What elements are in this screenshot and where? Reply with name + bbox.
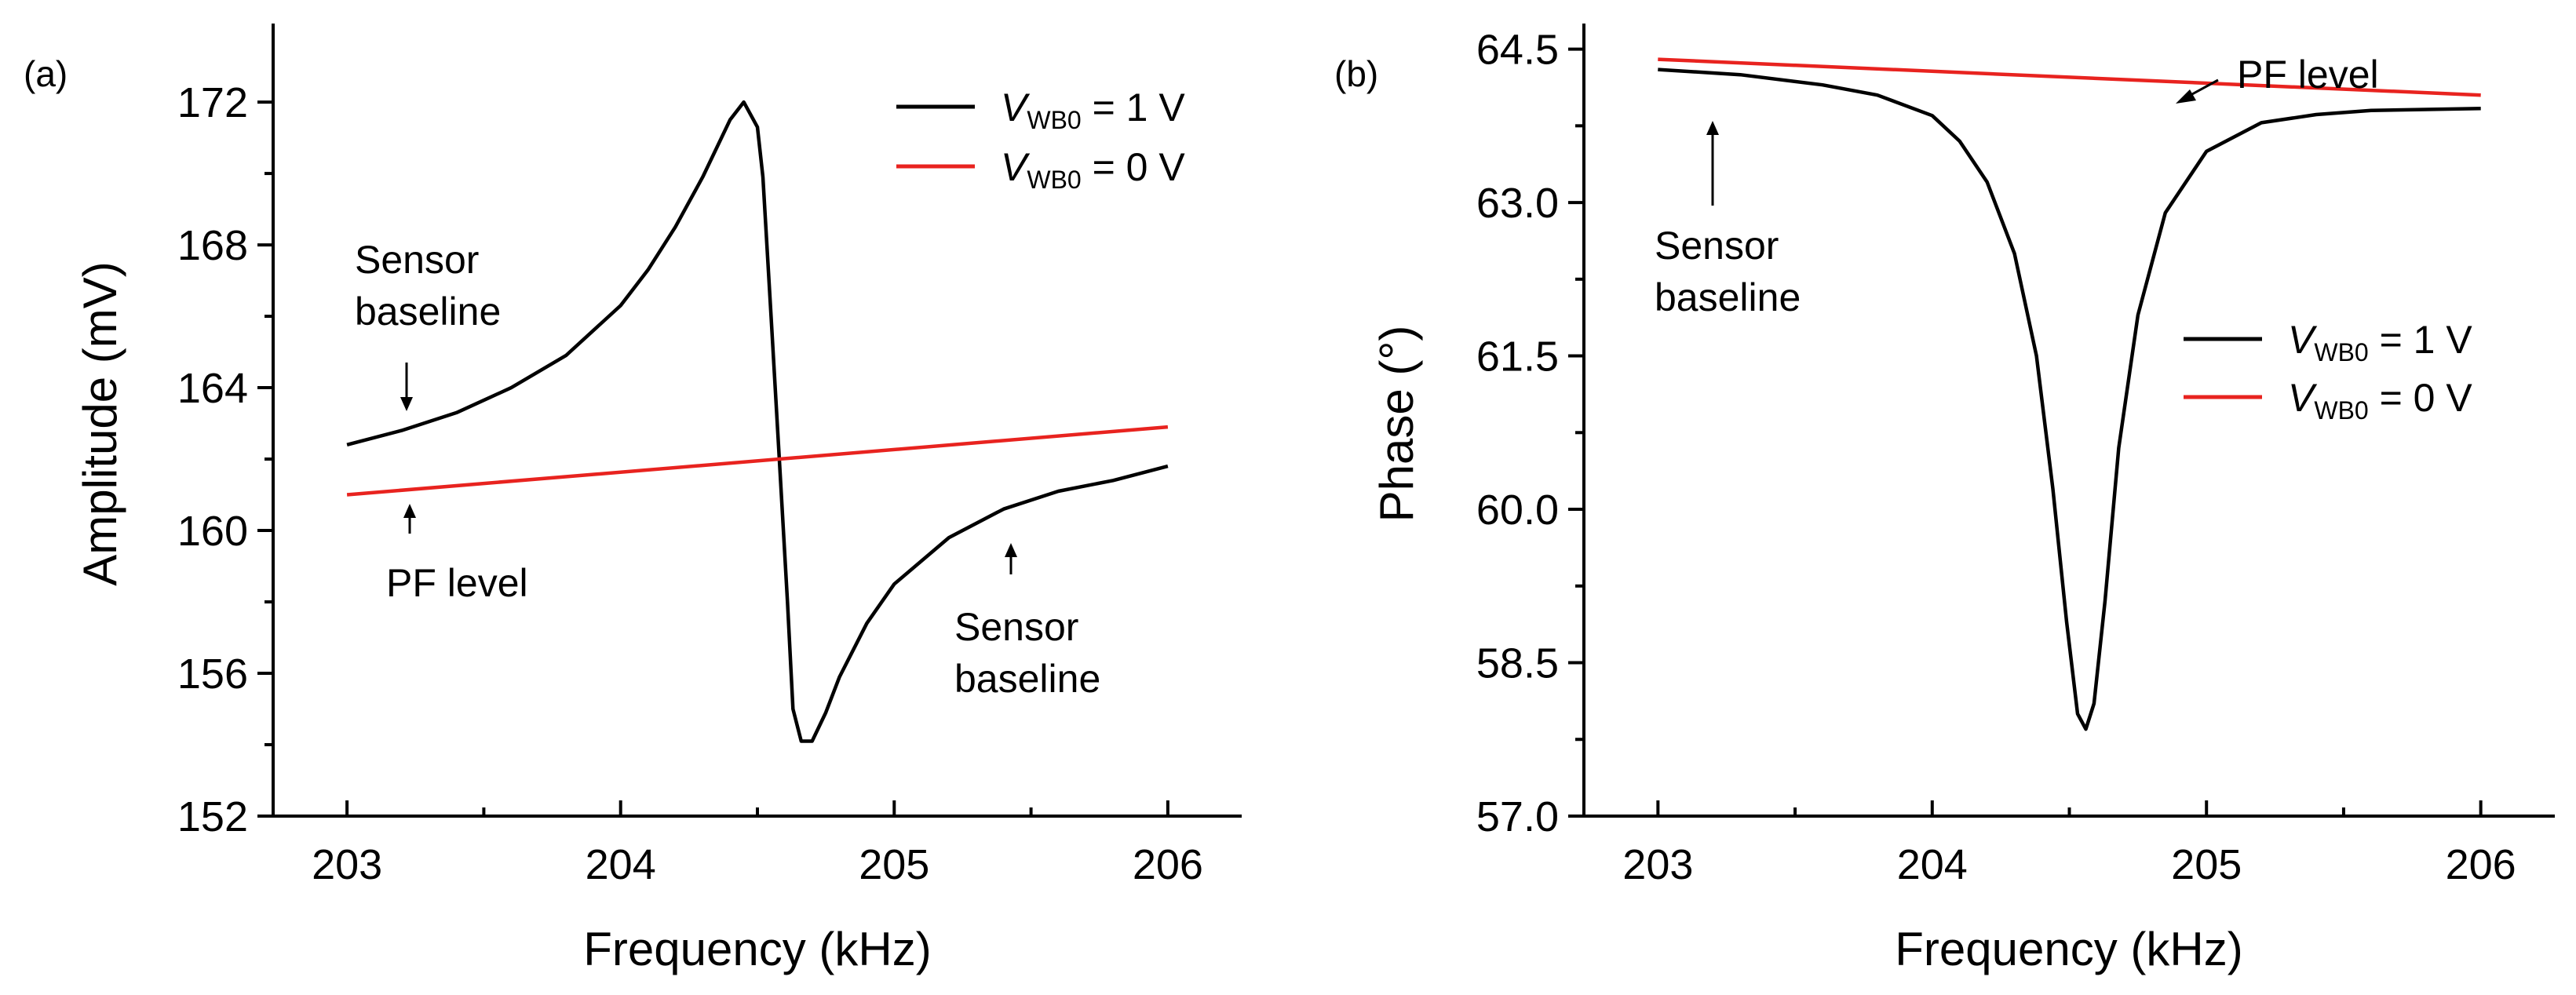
series-line-0v: [1658, 57, 2481, 97]
y-tick-label: 152: [177, 793, 248, 840]
y-tick-label: 63.0: [1476, 180, 1559, 227]
annotation-text-line1: PF level: [386, 561, 528, 605]
series-line-1v: [346, 100, 1169, 743]
annotation-text-line2: baseline: [1655, 275, 1801, 319]
panel-a-x-axis-title: Frequency (kHz): [583, 923, 931, 975]
x-tick-label: 205: [2171, 841, 2242, 888]
annotation-arrowhead: [2176, 89, 2196, 104]
annotation-arrowhead: [400, 397, 413, 411]
panel-b-x-ticks: 203 204 205 206: [1622, 800, 2516, 888]
annotation-text-line1: Sensor: [355, 238, 479, 282]
annotation-text-line1: Sensor: [954, 605, 1078, 649]
panel-b-annotation-pf-level: PF level: [2176, 53, 2379, 104]
panel-a-x-ticks: 203 204 205 206: [312, 800, 1203, 888]
annotation-text-line2: baseline: [355, 290, 501, 333]
annotation-arrowhead: [403, 504, 416, 518]
panel-b-y-ticks: 57.0 58.5 60.0 61.5 63.0 64.5: [1476, 27, 1584, 840]
panel-b-series: [1658, 57, 2481, 731]
panel-b-y-axis-title: Phase (°): [1370, 326, 1423, 523]
panel-b-legend-label-1v: VWB0 = 1 V: [2288, 318, 2472, 366]
annotation-arrowhead: [1005, 543, 1017, 557]
series-line-1v: [1658, 67, 2481, 731]
annotation-arrowhead: [1706, 121, 1719, 135]
panel-a-annotation-baseline-left: Sensor baseline: [355, 238, 501, 411]
y-tick-label: 168: [177, 222, 248, 269]
panel-a-series: [346, 100, 1169, 743]
x-tick-label: 206: [1133, 841, 1203, 888]
y-tick-label: 164: [177, 365, 248, 412]
panel-a-legend-label-1v: VWB0 = 1 V: [1001, 86, 1185, 134]
annotation-text-line1: Sensor: [1655, 224, 1779, 268]
series-line-0v: [346, 425, 1169, 497]
panel-b-legend: VWB0 = 1 V VWB0 = 0 V: [2184, 318, 2472, 425]
panel-b-annotation-baseline: Sensor baseline: [1655, 121, 1801, 319]
panel-a-legend: VWB0 = 1 V VWB0 = 0 V: [896, 86, 1185, 194]
panel-a-label: (a): [24, 53, 68, 94]
x-tick-label: 205: [859, 841, 929, 888]
y-tick-label: 61.5: [1476, 333, 1559, 381]
panel-a-annotation-pf-level: PF level: [386, 504, 528, 605]
panel-a-annotation-baseline-right: Sensor baseline: [954, 543, 1100, 701]
y-tick-label: 172: [177, 79, 248, 126]
panel-b: (b) 203 204 205 206 57.0 58.5 60.0 61.5 63.0 64.…: [1334, 24, 2555, 975]
y-tick-label: 60.0: [1476, 487, 1559, 534]
x-tick-label: 204: [1897, 841, 1968, 888]
x-tick-label: 204: [586, 841, 656, 888]
annotation-text-line2: baseline: [954, 657, 1100, 701]
panel-a-y-ticks: 152 156 160 164 168 172: [177, 79, 273, 840]
y-tick-label: 156: [177, 651, 248, 698]
panel-b-axes: [1582, 24, 2555, 818]
panel-a-legend-label-0v: VWB0 = 0 V: [1001, 145, 1185, 194]
panel-a-y-axis-title: Amplitude (mV): [74, 261, 126, 585]
y-tick-label: 58.5: [1476, 640, 1559, 687]
panel-b-label: (b): [1334, 53, 1378, 94]
y-tick-label: 64.5: [1476, 27, 1559, 74]
x-tick-label: 203: [1622, 841, 1693, 888]
panel-b-x-axis-title: Frequency (kHz): [1895, 923, 2242, 975]
y-tick-label: 160: [177, 508, 248, 555]
panel-a: (a) 203 204 205 206 152 156 160 164 168 172 Freq…: [24, 24, 1242, 975]
panel-b-legend-label-0v: VWB0 = 0 V: [2288, 376, 2472, 425]
x-tick-label: 203: [312, 841, 382, 888]
y-tick-label: 57.0: [1476, 793, 1559, 840]
annotation-text-line1: PF level: [2237, 53, 2379, 97]
x-tick-label: 206: [2446, 841, 2516, 888]
